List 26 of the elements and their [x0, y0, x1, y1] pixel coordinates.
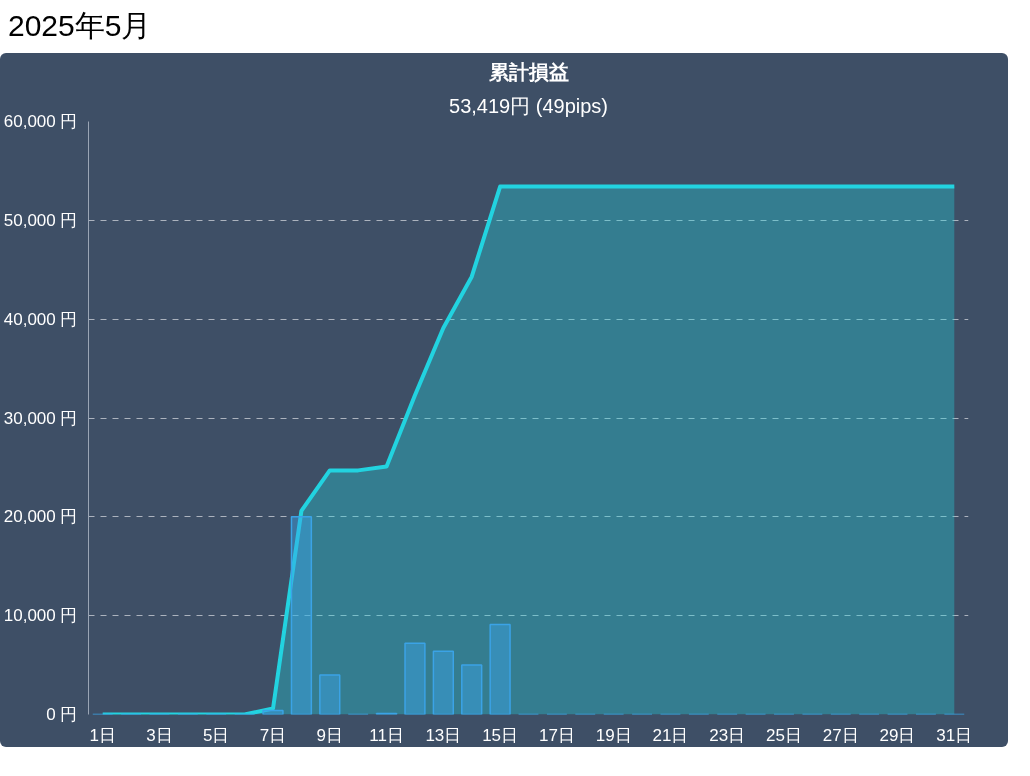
x-tick-label: 17日	[538, 725, 575, 745]
x-tick-label: 11日	[369, 725, 404, 745]
x-tick-label: 27日	[822, 725, 859, 745]
x-tick-label: 3日	[146, 725, 173, 745]
x-tick-label: 1日	[89, 725, 116, 745]
y-tick-label: 50,000 円	[3, 210, 78, 230]
x-tick-label: 23日	[709, 725, 746, 745]
x-tick-label: 9日	[316, 725, 344, 745]
text: 2025年5月	[8, 8, 152, 44]
x-tick-label: 31日	[936, 725, 973, 745]
x-tick-label: 15日	[482, 725, 519, 745]
x-tick-label: 29日	[879, 725, 916, 745]
y-tick-label: 30,000 円	[3, 408, 78, 428]
x-tick-label: 13日	[425, 725, 462, 745]
chart-subtitle: 53,419円 (49pips)	[449, 94, 608, 117]
y-tick-label: 60,000 円	[3, 111, 78, 131]
x-tick-label: 5日	[203, 725, 230, 745]
y-tick-label: 10,000 円	[3, 606, 78, 626]
x-tick-label: 7日	[259, 725, 287, 745]
chart-title: 累計損益	[487, 60, 569, 83]
x-tick-label: 25日	[766, 725, 802, 745]
y-tick-label: 20,000 円	[3, 507, 78, 527]
x-tick-label: 19日	[595, 725, 632, 745]
y-tick-label: 0 円	[46, 704, 78, 724]
x-tick-label: 21日	[652, 725, 689, 745]
y-tick-label: 40,000 円	[3, 309, 78, 329]
